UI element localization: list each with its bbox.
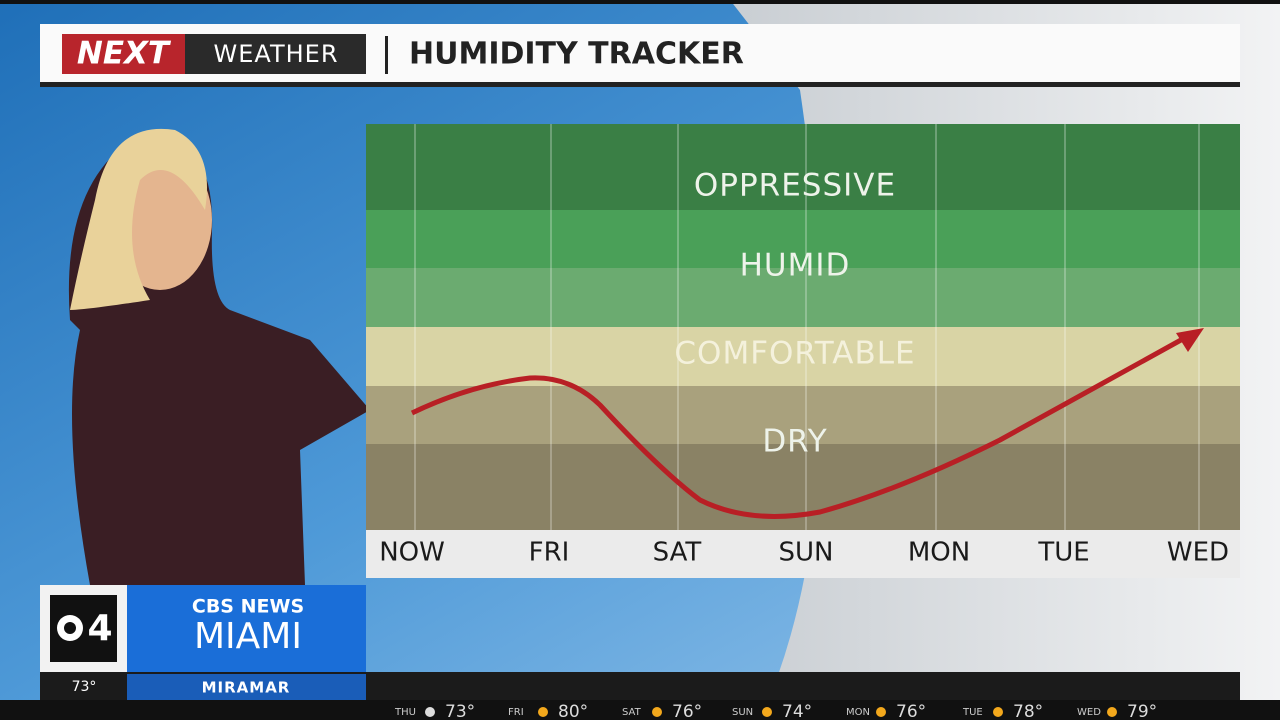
channel: 4 bbox=[87, 608, 112, 649]
ticker-temp: 73° bbox=[445, 702, 475, 720]
cbs-pupil bbox=[64, 622, 76, 634]
ticker-icon bbox=[538, 707, 548, 717]
band-comfortable bbox=[366, 327, 1240, 386]
header-title: HUMIDITY TRACKER bbox=[409, 37, 744, 72]
ticker-day: TUE bbox=[962, 707, 983, 718]
ticker-temp: 79° bbox=[1127, 702, 1157, 720]
ticker-day: SAT bbox=[622, 707, 642, 718]
ticker-icon bbox=[876, 707, 886, 717]
ticker-day: WED bbox=[1077, 707, 1101, 718]
band-humid-low bbox=[366, 268, 1240, 327]
band-label: HUMID bbox=[740, 248, 851, 284]
city: MIAMI bbox=[194, 616, 302, 657]
ticker-temp: 74° bbox=[782, 702, 812, 720]
header-rule bbox=[40, 82, 1240, 87]
band-label: OPPRESSIVE bbox=[694, 168, 896, 204]
location-box bbox=[127, 674, 366, 700]
day-label: SAT bbox=[653, 538, 702, 568]
ticker-icon bbox=[993, 707, 1003, 717]
location: MIRAMAR bbox=[202, 679, 291, 697]
humidity-tracker bbox=[366, 124, 1240, 578]
day-label: MON bbox=[908, 538, 970, 568]
ticker-temp: 76° bbox=[672, 702, 702, 720]
day-label: NOW bbox=[379, 538, 445, 568]
trend-arrowhead bbox=[1176, 328, 1204, 352]
top-edge bbox=[0, 0, 1280, 4]
section-box bbox=[185, 34, 366, 74]
band-label: DRY bbox=[762, 424, 827, 460]
ticker-temp: 80° bbox=[558, 702, 588, 720]
ticker-day: THU bbox=[394, 707, 416, 718]
ticker-temp: 76° bbox=[896, 702, 926, 720]
band-dry-high bbox=[366, 386, 1240, 444]
ticker-day: SUN bbox=[732, 707, 753, 718]
ticker-icon bbox=[762, 707, 772, 717]
band-label: COMFORTABLE bbox=[674, 336, 915, 372]
day-label: TUE bbox=[1037, 538, 1089, 568]
ticker-bar bbox=[0, 700, 1280, 720]
day-label: WED bbox=[1167, 538, 1229, 568]
day-strip bbox=[366, 530, 1240, 578]
section: WEATHER bbox=[214, 40, 339, 68]
network-box bbox=[127, 585, 366, 672]
brand-box bbox=[62, 34, 185, 74]
band-humid-high bbox=[366, 210, 1240, 268]
day-label: SUN bbox=[779, 538, 834, 568]
ticker-temp: 78° bbox=[1013, 702, 1043, 720]
ticker-icon bbox=[1107, 707, 1117, 717]
day-label: FRI bbox=[529, 538, 570, 568]
divider bbox=[385, 36, 388, 74]
network: CBS NEWS bbox=[192, 596, 304, 618]
ticker-day: MON bbox=[846, 707, 870, 718]
ticker-icon bbox=[425, 707, 435, 717]
presenter bbox=[68, 128, 370, 585]
trend-curve bbox=[410, 332, 1192, 519]
brand: NEXT bbox=[77, 36, 172, 72]
temperature: 73° bbox=[72, 679, 97, 695]
ticker-day: FRI bbox=[508, 707, 524, 718]
band-oppressive bbox=[366, 124, 1240, 210]
ticker-icon bbox=[652, 707, 662, 717]
